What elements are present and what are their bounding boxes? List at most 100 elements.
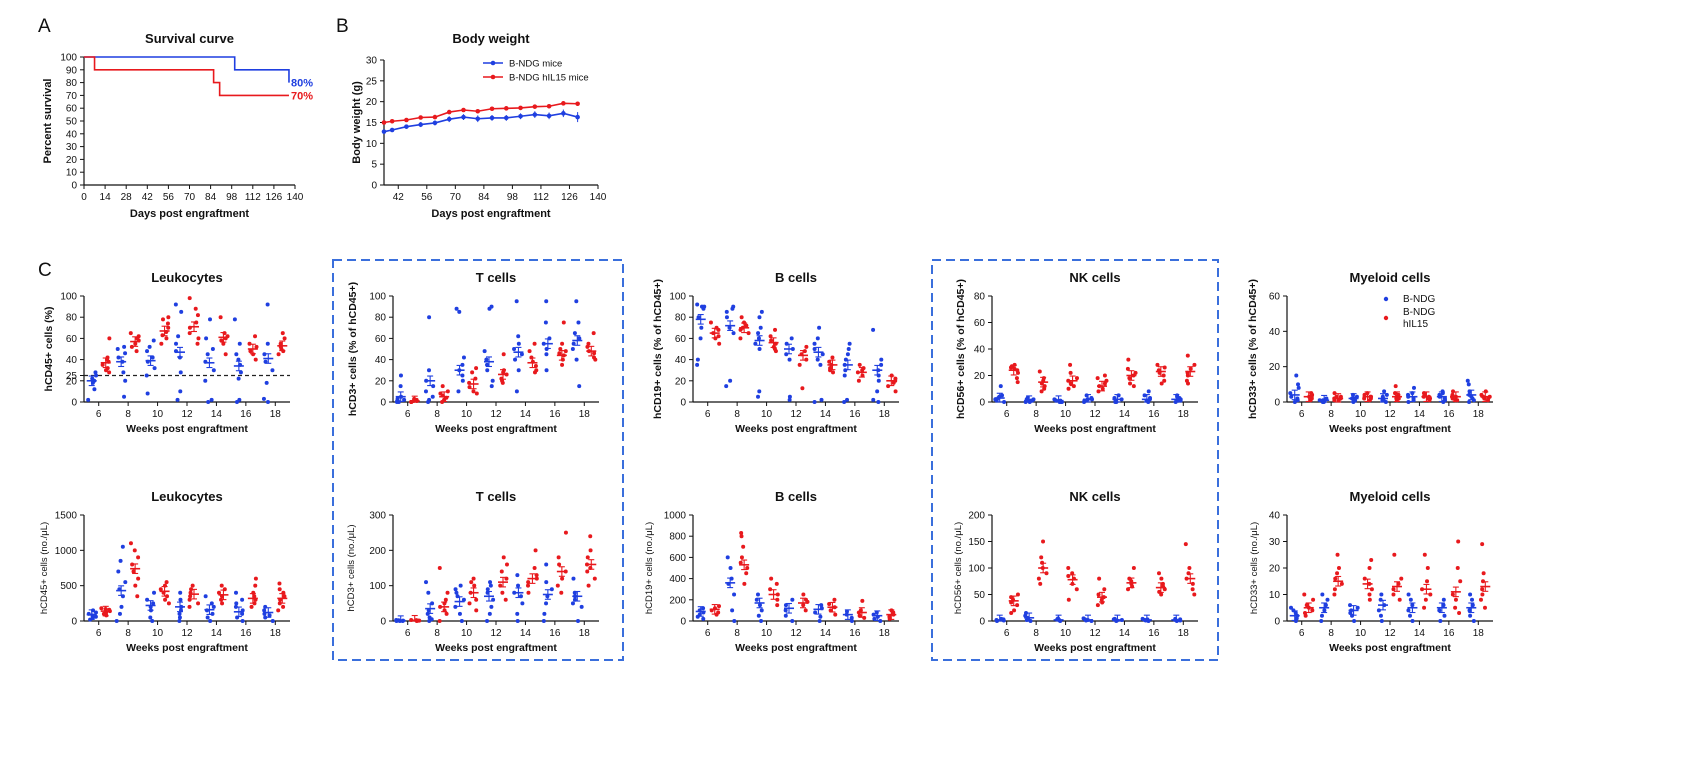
data-point: [696, 315, 701, 320]
data-point: [731, 304, 736, 309]
x-tick-label: 16: [240, 628, 252, 639]
data-point: [1391, 592, 1396, 597]
data-point: [544, 562, 549, 567]
x-tick-label: 10: [461, 409, 473, 420]
x-axis-label: Weeks post engraftment: [1034, 642, 1156, 654]
data-point: [804, 344, 809, 349]
data-point: [1009, 611, 1014, 616]
data-point: [588, 534, 593, 539]
data-point: [488, 580, 493, 585]
data-point: [789, 336, 794, 341]
data-point: [427, 397, 432, 402]
x-tick-label: 8: [434, 409, 440, 420]
data-point: [559, 590, 564, 595]
data-point: [277, 581, 282, 586]
x-tick-label: 6: [1004, 628, 1010, 639]
weight-point: [389, 127, 395, 133]
chart-title: Leukocytes: [151, 489, 223, 504]
data-point: [205, 615, 210, 620]
x-tick-label: 42: [142, 192, 154, 203]
data-point: [1325, 597, 1330, 602]
data-point: [1336, 566, 1341, 570]
weight-point: [489, 115, 495, 121]
data-point: [135, 594, 140, 599]
data-point: [503, 597, 508, 602]
panel-label: A: [38, 16, 51, 37]
y-tick-label: 40: [1269, 511, 1281, 522]
data-point: [1066, 573, 1071, 578]
data-point: [1066, 597, 1071, 602]
data-point: [205, 352, 210, 357]
survival-end-label: 70%: [291, 90, 313, 102]
y-tick-label: 400: [669, 574, 686, 585]
chart-title: Myeloid cells: [1350, 489, 1431, 504]
x-axis-label: Weeks post engraftment: [435, 642, 557, 654]
weight-point: [561, 111, 566, 116]
data-point: [1175, 393, 1180, 398]
data-point: [178, 597, 183, 602]
data-point: [543, 320, 548, 325]
data-point: [1041, 376, 1046, 381]
data-point: [263, 359, 268, 364]
y-tick-label: 0: [380, 617, 386, 628]
data-point: [1039, 555, 1044, 560]
data-point: [724, 315, 729, 320]
data-point: [1467, 608, 1472, 613]
data-point: [188, 594, 193, 599]
data-point: [427, 615, 432, 620]
data-point: [857, 362, 862, 367]
chart-title: B cells: [775, 270, 817, 285]
data-point: [570, 601, 575, 606]
y-tick-label: 800: [669, 532, 686, 543]
data-point: [544, 601, 549, 606]
data-point: [1304, 603, 1309, 608]
data-point: [148, 615, 153, 620]
data-point: [236, 357, 241, 362]
x-tick-label: 126: [561, 192, 578, 203]
data-point: [1015, 380, 1020, 385]
data-point: [849, 619, 854, 623]
data-point: [145, 349, 150, 354]
y-axis-label: Percent survival: [42, 79, 54, 164]
data-point: [430, 394, 435, 399]
data-point: [741, 544, 746, 549]
data-point: [557, 351, 562, 356]
x-tick-label: 10: [461, 628, 473, 639]
data-point: [759, 309, 764, 314]
data-point: [1450, 592, 1455, 597]
data-point: [123, 378, 128, 383]
data-point: [570, 347, 575, 351]
data-point: [512, 347, 517, 351]
data-point: [216, 590, 221, 595]
chart-title: T cells: [476, 489, 516, 504]
data-point: [128, 331, 133, 336]
data-point: [163, 597, 168, 602]
data-point: [827, 602, 832, 607]
y-tick-label: 20: [66, 376, 78, 387]
data-point: [574, 357, 579, 362]
data-point: [460, 378, 465, 383]
data-point: [544, 580, 549, 585]
x-axis-label: Weeks post engraftment: [1329, 423, 1451, 435]
x-tick-label: 10: [1060, 409, 1072, 420]
y-tick-label: 10: [1269, 590, 1281, 601]
data-point: [755, 592, 760, 597]
x-axis-label: Days post engraftment: [130, 208, 250, 220]
data-point: [253, 334, 258, 339]
data-point: [195, 313, 200, 318]
data-point: [461, 355, 466, 360]
data-point: [219, 338, 224, 343]
data-point: [787, 357, 792, 362]
y-tick-label: 25: [366, 76, 378, 87]
data-point: [1104, 378, 1109, 383]
data-point: [254, 344, 259, 349]
data-point: [534, 368, 539, 373]
data-point: [1468, 613, 1473, 618]
y-tick-label: 500: [60, 581, 77, 592]
data-point: [1185, 353, 1190, 358]
data-point: [195, 341, 200, 346]
data-point: [1319, 619, 1324, 623]
x-tick-label: 16: [549, 409, 561, 420]
